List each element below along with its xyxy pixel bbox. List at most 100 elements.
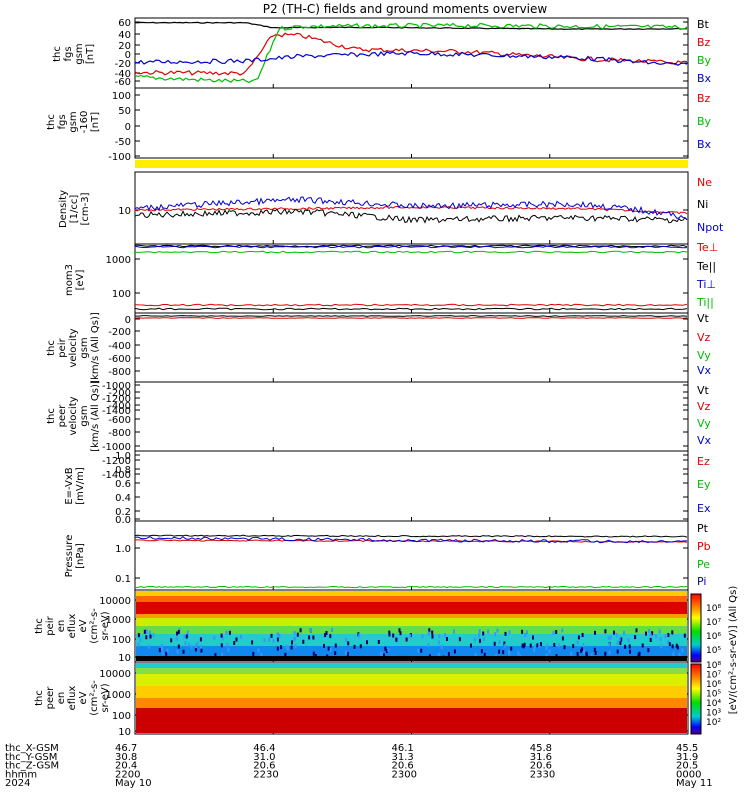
footer-row-label: thc_Z-GSM: [5, 761, 59, 772]
spectro-speckle: [545, 646, 548, 651]
ylabel-line: velocity: [68, 396, 79, 435]
spectro-speckle: [458, 637, 461, 642]
spectro-speckle: [214, 653, 217, 658]
legend-Ex: Ex: [697, 502, 711, 515]
series-Bz: [134, 32, 688, 76]
spectro-speckle: [182, 649, 185, 654]
spectro-speckle: [309, 628, 312, 633]
velocity-line-2: [134, 317, 688, 319]
spectro-speckle: [272, 638, 275, 643]
spectro-speckle: [616, 649, 619, 654]
spectrogram-electron: [136, 663, 687, 733]
ylabel-line: en: [56, 692, 67, 705]
spectro-speckle: [582, 643, 585, 648]
legend-Ni: Ni: [697, 198, 708, 211]
spectro-speckle: [228, 630, 231, 635]
spectro-speckle: [276, 632, 279, 637]
spectro-speckle: [604, 629, 607, 634]
spectro-speckle: [187, 642, 190, 647]
legend-By: By: [697, 54, 712, 67]
y-tick-label: 1.0: [115, 544, 131, 555]
spectro-speckle: [257, 648, 260, 653]
spectro-speckle: [649, 633, 652, 638]
colorbar-tick: 10⁶: [706, 632, 721, 642]
temp-line-3: [134, 250, 688, 254]
spectro-speckle: [251, 640, 254, 645]
footer-value: 0000: [676, 769, 701, 780]
spectro-speckle: [387, 647, 390, 652]
ylabel-line: peer: [57, 404, 68, 428]
spectro-speckle: [431, 634, 434, 639]
ylabel-line: gsm: [79, 337, 90, 358]
footer-row-label: hhmm: [5, 769, 37, 780]
legend-Ti||: Ti||: [696, 296, 714, 309]
spectro-speckle: [510, 646, 513, 651]
footer-row-label: thc_Y-GSM: [5, 752, 57, 763]
spectro-speckle: [620, 637, 623, 642]
series-Bt: [134, 21, 687, 31]
spectro-speckle: [668, 642, 671, 647]
legend-Vy: Vy: [697, 349, 711, 362]
spectro-speckle: [628, 644, 631, 649]
legend-Pt: Pt: [697, 522, 709, 535]
y-tick-label: 0.8: [115, 465, 131, 476]
spectro-speckle: [170, 638, 173, 643]
spectro-speckle: [437, 640, 440, 645]
legend-By: By: [697, 115, 712, 128]
spectro-speckle: [446, 637, 448, 641]
spectro-speckle: [608, 650, 611, 655]
spectro-speckle: [508, 630, 511, 635]
spectro-speckle: [529, 643, 532, 648]
colorbar-tick: 10⁵: [706, 646, 721, 656]
spectro-speckle: [185, 634, 188, 639]
spectro-speckle: [473, 637, 476, 642]
spectro-speckle: [577, 635, 580, 640]
spectro-speckle: [252, 651, 255, 656]
panel-frame: [134, 243, 689, 314]
spectro-speckle: [437, 652, 440, 657]
spectro-speckle: [607, 636, 610, 641]
ylabel-line: eflux: [67, 686, 78, 711]
spectro-speckle: [609, 635, 612, 640]
panel-ylabel: thcpeirvelocitygsm[km/s (All Qs)]: [46, 312, 101, 384]
spectro-speckle: [651, 631, 654, 636]
y-tick-label: 10: [118, 653, 131, 664]
spectro-speckle: [555, 630, 558, 634]
spectro-speckle: [508, 649, 511, 654]
spectro-speckle: [608, 642, 611, 647]
spectro-speckle: [290, 645, 293, 650]
y-tick-label: -1400: [102, 470, 131, 481]
spectro-speckle: [200, 645, 203, 649]
spectro-band: [136, 634, 687, 646]
spectro-speckle: [165, 651, 168, 656]
spectro-speckle: [220, 633, 223, 638]
spectro-speckle: [504, 631, 507, 636]
spectro-speckle: [194, 647, 197, 652]
spectro-band: [136, 618, 687, 626]
footer-value: 2200: [115, 769, 140, 780]
y-tick-label: 1000: [106, 255, 131, 266]
spectro-speckle: [580, 648, 582, 653]
spectro-speckle: [540, 642, 542, 647]
spectro-band: [136, 674, 687, 686]
y-tick-label: -40: [115, 69, 131, 80]
ylabel-line: mom3: [64, 264, 75, 296]
y-tick-label: 60: [118, 18, 131, 29]
legend-Vx: Vx: [697, 364, 712, 377]
spectro-speckle: [285, 644, 288, 649]
spectro-speckle: [160, 643, 163, 648]
spectro-band: [136, 591, 687, 596]
spectro-speckle: [260, 653, 263, 657]
spectro-speckle: [199, 637, 202, 642]
spectro-speckle: [293, 637, 296, 642]
y-tick-label: -100: [108, 152, 131, 163]
status-bar: [135, 160, 688, 168]
spectro-speckle: [221, 652, 224, 657]
colorbar-tick: 10⁶: [706, 680, 721, 690]
spectro-speckle: [634, 635, 637, 640]
spectro-speckle: [294, 643, 297, 648]
y-tick-label: 0.4: [115, 493, 131, 504]
spectro-speckle: [641, 643, 644, 648]
footer-value: 2230: [253, 769, 278, 780]
panel-ylabel: thcpeerenefluxeV(cm²-s-sr-eV): [34, 680, 111, 716]
